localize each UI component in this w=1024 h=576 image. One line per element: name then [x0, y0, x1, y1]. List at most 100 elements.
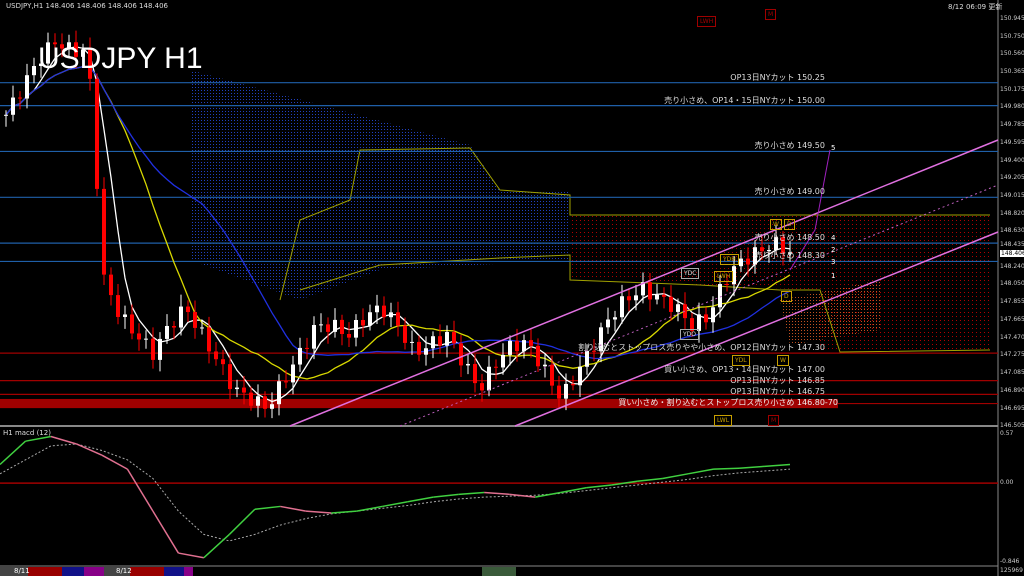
candle-body	[389, 312, 393, 318]
candle-body	[466, 363, 470, 366]
macd-tick: 0.00	[1000, 479, 1014, 486]
support-zone[interactable]	[0, 398, 838, 409]
candle-body	[102, 188, 106, 275]
candle-body	[515, 340, 519, 352]
wave-label: 1	[831, 272, 836, 280]
macd-main-segment	[407, 496, 434, 503]
price-tick: 148.820	[1000, 210, 1024, 217]
candle-body	[431, 336, 435, 349]
macd-label: H1 macd (12)	[3, 429, 51, 437]
level-box-lwl: LWL	[714, 415, 733, 426]
price-tick: 147.855	[1000, 298, 1024, 305]
level-box-d: D	[781, 291, 792, 302]
macd-main-segment	[76, 443, 103, 456]
candle-body	[494, 366, 498, 368]
candle-body	[165, 325, 169, 339]
candle-body	[305, 347, 309, 349]
candle-body	[641, 282, 645, 296]
candle-body	[690, 318, 694, 331]
level-box-lwh: LWH	[714, 271, 734, 282]
candle-body	[179, 306, 183, 328]
candle-body	[704, 314, 708, 323]
level-label: OP13日NYカット 146.75	[730, 387, 825, 396]
candle-body	[158, 338, 162, 360]
cloud-blue	[190, 70, 570, 300]
current-price: 148.406	[1000, 250, 1024, 257]
candle-body	[277, 381, 281, 405]
macd-main-segment	[280, 505, 306, 512]
candle-body	[459, 343, 463, 366]
macd-main-segment	[509, 493, 536, 498]
macd-tick: 0.57	[1000, 430, 1014, 437]
candle-body	[627, 296, 631, 301]
candle-body	[340, 319, 344, 335]
macd-main-segment	[560, 487, 587, 494]
candle-body	[396, 312, 400, 326]
candle-body	[543, 364, 547, 367]
date-bar	[0, 567, 516, 576]
price-tick: 146.695	[1000, 405, 1024, 412]
price-tick: 148.050	[1000, 280, 1024, 287]
candle-body	[207, 327, 211, 352]
price-tick: 149.015	[1000, 192, 1024, 199]
price-tick: 150.365	[1000, 68, 1024, 75]
candle-body	[228, 364, 232, 390]
candle-body	[221, 359, 225, 365]
candle-body	[109, 274, 113, 296]
candle-body	[60, 44, 64, 49]
candle-body	[249, 392, 253, 406]
candle-body	[578, 366, 582, 386]
level-label: OP13日NYカット 146.85	[730, 376, 825, 385]
macd-tick: -0.846	[1000, 558, 1020, 565]
candle-body	[256, 396, 260, 406]
level-label: 売り小さめ 148.30	[754, 251, 825, 260]
level-label: 売り小さめ、OP14・15日NYカット 150.00	[664, 96, 825, 105]
candle-body	[263, 396, 267, 409]
cloud-orange	[780, 280, 880, 345]
macd-main-segment	[126, 468, 154, 512]
candle-body	[655, 294, 659, 300]
price-tick: 146.890	[1000, 387, 1024, 394]
price-tick: 149.400	[1000, 157, 1024, 164]
candle-body	[144, 338, 148, 340]
candle-body	[326, 324, 330, 332]
ma-blue	[5, 65, 791, 360]
date-label: 8/12	[116, 567, 132, 575]
candle-body	[753, 247, 757, 265]
candle-body	[137, 333, 141, 340]
candle-body	[193, 312, 197, 328]
candle-body	[788, 252, 792, 254]
update-time: 8/12 06:09 更新	[948, 3, 1003, 11]
macd-main-segment	[382, 501, 408, 508]
price-tick: 148.240	[1000, 263, 1024, 270]
candle-body	[284, 381, 288, 383]
candle-body	[95, 78, 99, 189]
candle-body	[417, 341, 421, 355]
candle-body	[746, 258, 750, 265]
macd-main-segment	[203, 533, 230, 559]
macd-main-segment	[331, 510, 357, 514]
trend-channel[interactable]	[289, 139, 999, 427]
level-box-w: W	[777, 355, 789, 366]
wave-label: 4	[831, 234, 836, 242]
macd-main-segment	[535, 491, 561, 498]
chart-title: USDJPY H1	[38, 42, 203, 75]
candle-body	[298, 347, 302, 365]
candle-body	[186, 306, 190, 313]
candle-body	[11, 97, 15, 115]
bar-count: 125969	[1000, 567, 1023, 574]
macd-main-segment	[662, 473, 689, 480]
macd-main-segment	[178, 552, 205, 559]
channel-upper	[289, 139, 999, 427]
candle-body	[550, 364, 554, 386]
candle-body	[781, 237, 785, 254]
candle-body	[606, 319, 610, 328]
candle-body	[270, 404, 274, 409]
candle-body	[130, 314, 134, 334]
level-box-m: M	[768, 415, 780, 426]
cloud-future-red	[570, 215, 990, 352]
level-box-ydh: YDH	[720, 254, 739, 265]
price-tick: 149.980	[1000, 103, 1024, 110]
candle-body	[592, 350, 596, 352]
